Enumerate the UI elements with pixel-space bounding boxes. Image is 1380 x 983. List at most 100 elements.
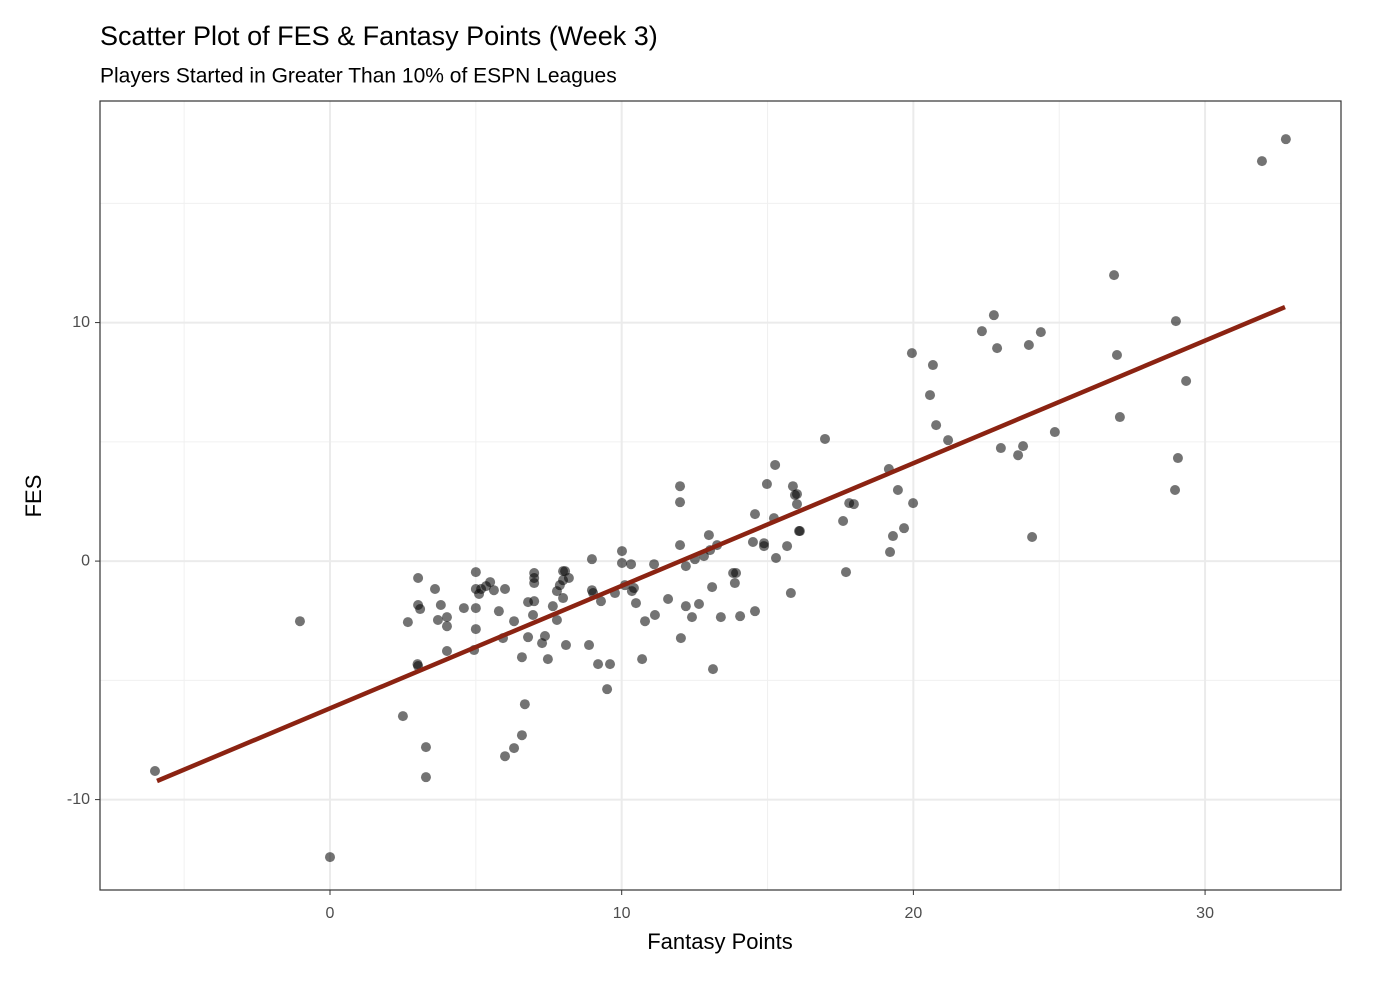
point: [420, 772, 431, 783]
point: [415, 604, 426, 615]
point: [560, 640, 571, 651]
point: [782, 541, 793, 552]
point: [885, 547, 896, 558]
point: [432, 615, 443, 626]
point: [413, 573, 424, 584]
point: [551, 615, 562, 626]
point: [500, 583, 511, 594]
point: [626, 559, 637, 570]
y-tick-label: -10: [67, 791, 90, 808]
point: [927, 360, 938, 371]
point: [402, 617, 413, 628]
point: [908, 498, 919, 509]
point: [529, 596, 540, 607]
plot-background: [100, 101, 1341, 890]
point: [892, 485, 903, 496]
point: [943, 435, 954, 446]
point: [1111, 350, 1122, 361]
y-tick-label: 10: [72, 314, 90, 331]
point: [528, 609, 539, 620]
point: [899, 523, 910, 534]
point: [595, 596, 606, 607]
point: [794, 526, 805, 537]
point: [770, 552, 781, 563]
point: [819, 433, 830, 444]
point: [542, 654, 553, 665]
point: [435, 599, 446, 610]
point: [430, 583, 441, 594]
point: [1280, 134, 1291, 145]
point: [675, 540, 686, 551]
point: [605, 659, 616, 670]
point: [749, 606, 760, 617]
point: [1049, 427, 1060, 438]
point: [441, 621, 452, 632]
point: [470, 624, 481, 635]
point: [458, 603, 469, 614]
point: [761, 479, 772, 490]
point: [791, 499, 802, 510]
point: [675, 497, 686, 508]
y-tick-label: 0: [81, 552, 90, 569]
point: [649, 559, 660, 570]
point: [1114, 412, 1125, 423]
point: [992, 343, 1003, 354]
regression-line: [156, 305, 1286, 784]
point: [488, 585, 499, 596]
point: [1170, 485, 1181, 496]
point: [420, 742, 431, 753]
point: [1170, 316, 1181, 327]
point: [759, 538, 770, 549]
point: [715, 612, 726, 623]
point: [1013, 450, 1024, 461]
point: [1027, 532, 1038, 543]
point: [412, 659, 423, 670]
point: [703, 530, 714, 541]
point: [500, 751, 511, 762]
point: [1023, 339, 1034, 350]
point: [558, 593, 569, 604]
point: [509, 616, 520, 627]
point: [785, 588, 796, 599]
point: [516, 652, 527, 663]
y-axis-label: FES: [21, 475, 46, 518]
point: [1256, 156, 1267, 167]
point: [640, 616, 651, 627]
point: [925, 390, 936, 401]
x-tick-label: 10: [613, 905, 631, 922]
point: [838, 516, 849, 527]
point: [397, 711, 408, 722]
chart-subtitle: Players Started in Greater Than 10% of E…: [100, 65, 617, 88]
point: [649, 609, 660, 620]
point: [731, 568, 742, 579]
point: [441, 646, 452, 657]
point: [470, 603, 481, 614]
point: [547, 601, 558, 612]
point: [791, 489, 802, 500]
point: [470, 567, 481, 578]
point: [616, 557, 627, 568]
plot-border: [99, 100, 1342, 891]
point: [887, 531, 898, 542]
point: [675, 633, 686, 644]
point: [485, 577, 496, 588]
point: [1172, 453, 1183, 464]
chart-title: Scatter Plot of FES & Fantasy Points (We…: [100, 21, 658, 51]
point: [680, 601, 691, 612]
point: [529, 578, 540, 589]
point: [324, 852, 335, 863]
point: [602, 684, 613, 695]
point: [563, 573, 574, 584]
point: [787, 481, 798, 492]
point: [630, 598, 641, 609]
point: [523, 632, 534, 643]
point: [686, 612, 697, 623]
point: [1035, 327, 1046, 338]
point: [707, 582, 718, 593]
point: [931, 420, 942, 431]
point: [1109, 270, 1120, 281]
x-tick-label: 0: [326, 905, 335, 922]
point: [675, 481, 686, 492]
point: [516, 730, 527, 741]
